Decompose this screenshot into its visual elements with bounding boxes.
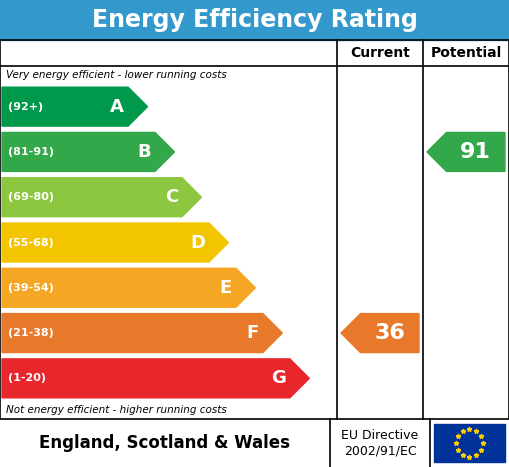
Text: D: D — [190, 234, 205, 252]
Text: (81-91): (81-91) — [8, 147, 54, 157]
Polygon shape — [2, 223, 229, 262]
Polygon shape — [427, 133, 505, 171]
Text: Potential: Potential — [431, 46, 502, 60]
Bar — [0, 40, 509, 419]
Polygon shape — [2, 178, 202, 217]
Polygon shape — [2, 269, 256, 307]
Bar — [0, 0, 509, 40]
Text: B: B — [137, 143, 151, 161]
Bar — [0, 419, 509, 467]
Text: EU Directive
2002/91/EC: EU Directive 2002/91/EC — [342, 429, 418, 457]
Text: C: C — [165, 188, 178, 206]
Text: Current: Current — [350, 46, 410, 60]
Polygon shape — [341, 314, 419, 353]
Text: (92+): (92+) — [8, 102, 43, 112]
Text: E: E — [220, 279, 232, 297]
Text: G: G — [271, 369, 286, 387]
Bar — [434, 424, 505, 462]
Text: Energy Efficiency Rating: Energy Efficiency Rating — [92, 8, 417, 32]
Text: (69-80): (69-80) — [8, 192, 54, 202]
Text: (39-54): (39-54) — [8, 283, 54, 293]
Text: (1-20): (1-20) — [8, 373, 46, 383]
Text: (55-68): (55-68) — [8, 238, 54, 248]
Polygon shape — [2, 133, 175, 171]
Text: 91: 91 — [460, 142, 491, 162]
Text: (21-38): (21-38) — [8, 328, 54, 338]
Text: England, Scotland & Wales: England, Scotland & Wales — [40, 434, 291, 452]
Polygon shape — [2, 314, 282, 353]
Polygon shape — [2, 87, 148, 126]
Text: 36: 36 — [374, 323, 405, 343]
Text: F: F — [246, 324, 259, 342]
Text: Very energy efficient - lower running costs: Very energy efficient - lower running co… — [6, 70, 227, 80]
Text: A: A — [110, 98, 124, 116]
Text: Not energy efficient - higher running costs: Not energy efficient - higher running co… — [6, 405, 227, 415]
Polygon shape — [2, 359, 309, 398]
